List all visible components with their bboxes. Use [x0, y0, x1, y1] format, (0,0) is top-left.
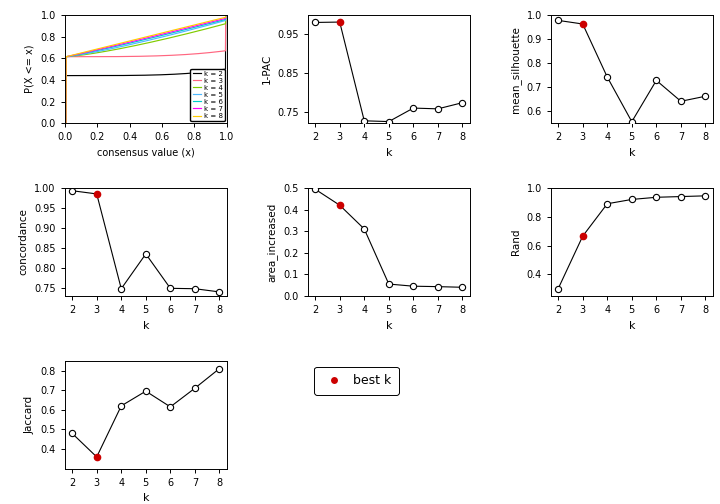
k = 4: [217, 22, 226, 28]
k = 8: [188, 23, 197, 29]
k = 4: [135, 42, 143, 48]
Y-axis label: mean_silhouette: mean_silhouette: [510, 26, 521, 112]
k = 2: [68, 73, 77, 79]
k = 6: [222, 12, 231, 18]
k = 8: [135, 36, 143, 42]
Line: k = 3: k = 3: [65, 15, 227, 123]
X-axis label: k: k: [143, 493, 149, 503]
k = 4: [222, 12, 231, 18]
k = 4: [60, 120, 69, 126]
k = 3: [135, 53, 143, 59]
k = 6: [217, 17, 226, 23]
k = 6: [221, 12, 230, 18]
k = 6: [188, 25, 197, 31]
k = 8: [68, 52, 77, 58]
k = 2: [217, 67, 226, 73]
k = 2: [135, 72, 143, 78]
k = 8: [139, 34, 148, 40]
X-axis label: k: k: [629, 148, 635, 158]
k = 5: [217, 19, 226, 25]
k = 3: [188, 51, 197, 57]
k = 5: [60, 120, 69, 126]
k = 3: [60, 120, 69, 126]
k = 6: [217, 17, 226, 23]
k = 7: [135, 37, 143, 43]
k = 4: [221, 12, 230, 18]
k = 5: [135, 39, 143, 45]
k = 5: [221, 12, 230, 18]
Line: k = 7: k = 7: [65, 15, 227, 123]
Y-axis label: area_increased: area_increased: [267, 202, 278, 282]
k = 5: [188, 26, 197, 32]
X-axis label: k: k: [385, 148, 392, 158]
k = 2: [217, 67, 226, 73]
k = 2: [188, 70, 197, 76]
X-axis label: k: k: [629, 321, 635, 331]
k = 7: [68, 52, 77, 58]
Y-axis label: Rand: Rand: [511, 229, 521, 255]
k = 7: [60, 120, 69, 126]
k = 3: [222, 12, 231, 18]
k = 5: [139, 38, 148, 44]
X-axis label: k: k: [143, 321, 149, 331]
k = 2: [222, 12, 231, 18]
k = 3: [68, 53, 77, 59]
k = 7: [222, 12, 231, 18]
Y-axis label: P(X <= x): P(X <= x): [25, 45, 35, 93]
k = 7: [188, 24, 197, 30]
k = 5: [217, 19, 226, 25]
k = 8: [221, 12, 230, 18]
k = 4: [68, 53, 77, 59]
k = 7: [221, 12, 230, 18]
k = 3: [217, 48, 226, 54]
k = 8: [217, 15, 226, 21]
k = 3: [217, 48, 226, 54]
k = 5: [222, 12, 231, 18]
k = 6: [60, 120, 69, 126]
k = 6: [139, 37, 148, 43]
k = 2: [221, 12, 230, 18]
k = 7: [217, 16, 226, 22]
k = 8: [217, 15, 226, 21]
Line: k = 2: k = 2: [65, 15, 227, 123]
Legend: k = 2, k = 3, k = 4, k = 5, k = 6, k = 7, k = 8: k = 2, k = 3, k = 4, k = 5, k = 6, k = 7…: [190, 69, 225, 121]
k = 7: [139, 36, 148, 42]
Legend: best k: best k: [314, 367, 399, 395]
Line: k = 5: k = 5: [65, 15, 227, 123]
k = 5: [68, 53, 77, 59]
k = 2: [139, 72, 148, 78]
Line: k = 4: k = 4: [65, 15, 227, 123]
k = 4: [217, 22, 226, 28]
k = 8: [222, 12, 231, 18]
Y-axis label: 1-PAC: 1-PAC: [261, 54, 271, 84]
Y-axis label: Jaccard: Jaccard: [25, 396, 35, 434]
k = 6: [135, 38, 143, 44]
k = 6: [68, 52, 77, 58]
Y-axis label: concordance: concordance: [19, 209, 29, 275]
k = 3: [139, 53, 148, 59]
X-axis label: consensus value (x): consensus value (x): [97, 148, 194, 158]
X-axis label: k: k: [385, 321, 392, 331]
Line: k = 8: k = 8: [65, 15, 227, 123]
k = 7: [217, 16, 226, 22]
k = 4: [188, 29, 197, 35]
k = 3: [221, 12, 230, 18]
Line: k = 6: k = 6: [65, 15, 227, 123]
k = 8: [60, 120, 69, 126]
k = 4: [139, 41, 148, 47]
k = 2: [60, 120, 69, 126]
